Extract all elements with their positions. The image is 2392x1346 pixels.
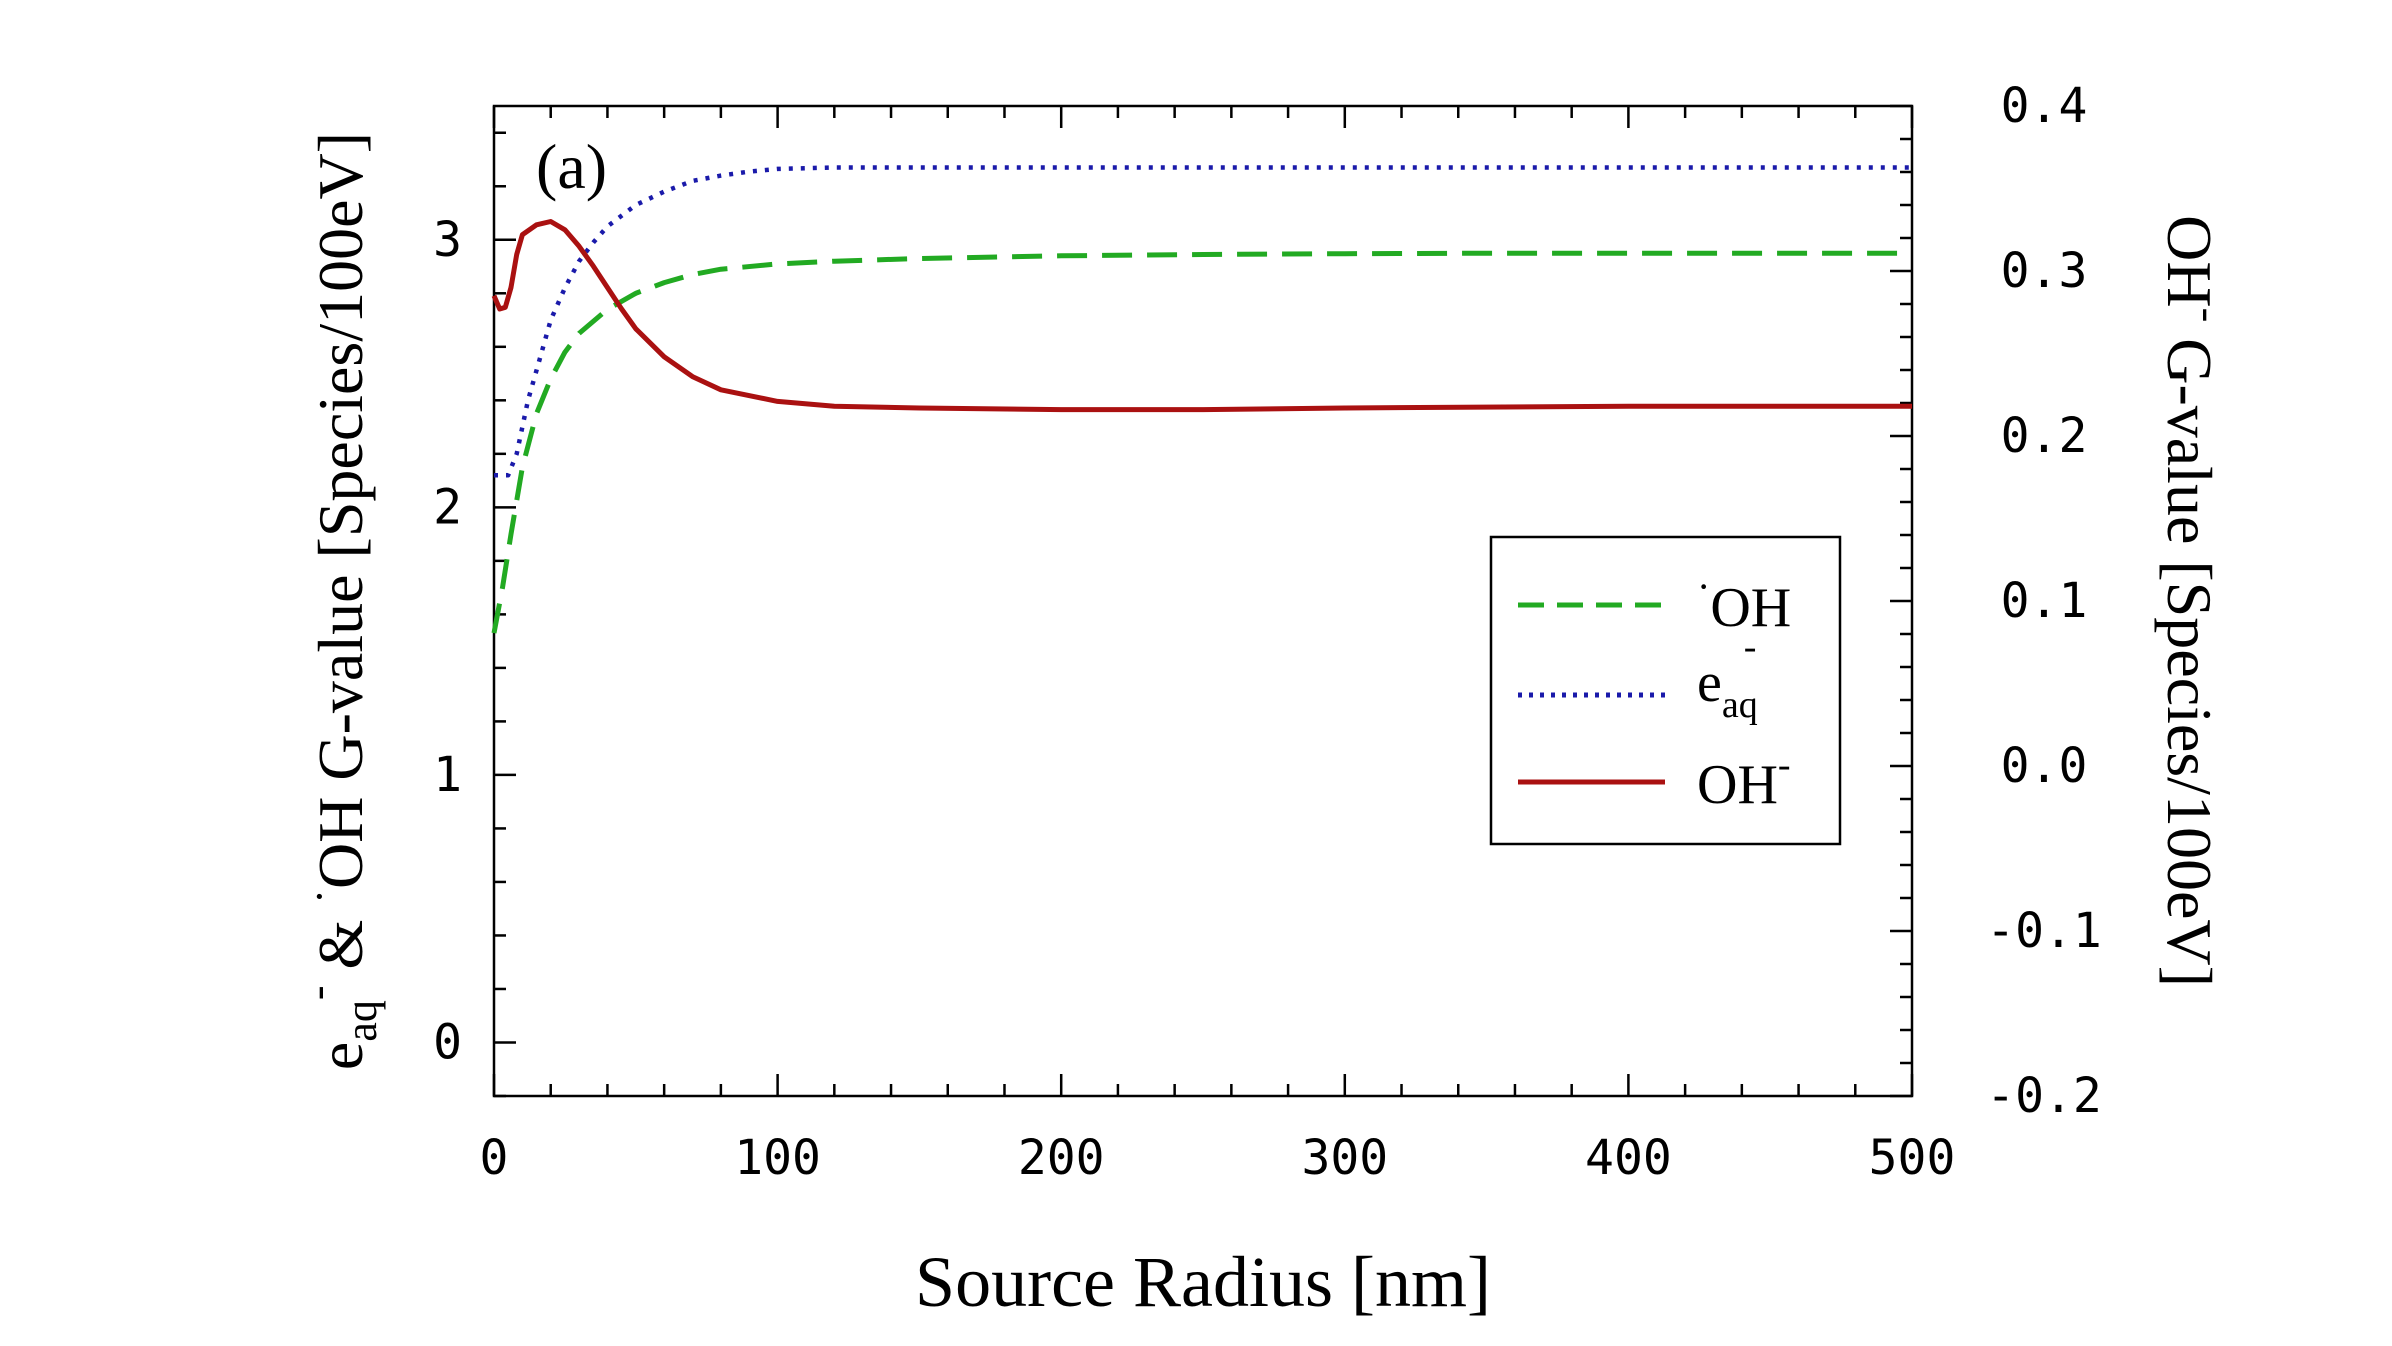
- legend-eaq-superscript: -: [1744, 626, 1757, 668]
- y-right-tick-label: 0.0: [2001, 738, 2088, 794]
- series-oh-radical-line: [491, 250, 1912, 634]
- y-right-tick-label: 0.4: [2001, 78, 2088, 134]
- y-right-rest: G-value [Species/100eV]: [2154, 322, 2225, 987]
- y-right-tick-label: 0.3: [2001, 243, 2088, 299]
- series-lines: [491, 165, 1912, 634]
- x-tick-label: 400: [1585, 1130, 1672, 1186]
- y-left-oh-dot: ·: [295, 889, 344, 904]
- y-left-amp: &: [305, 904, 376, 986]
- svg-text:·OH: ·OH: [1697, 564, 1791, 639]
- x-axis-label: Source Radius [nm]: [915, 1242, 1491, 1322]
- legend-label-eaq: e: [1697, 652, 1722, 714]
- y-right-axis-label: OH- G-value [Species/100eV]: [2154, 215, 2233, 987]
- legend: ·OH eaq- OH-: [1489, 535, 1842, 846]
- legend-oh-radical-dot: ·: [1697, 564, 1710, 609]
- svg-text:OH-: OH-: [1697, 744, 1791, 816]
- x-tick-label: 200: [1018, 1130, 1105, 1186]
- svg-text:eaq- & ·OH G-value [Species/10: eaq- & ·OH G-value [Species/100eV]: [293, 132, 386, 1070]
- y-right-tick-label: -0.2: [1986, 1068, 2102, 1124]
- legend-label-oh-minus: OH: [1697, 754, 1778, 816]
- y-left-tick-label: 1: [433, 747, 462, 803]
- y-left-tick-label: 0: [433, 1014, 462, 1070]
- legend-eaq-subscript: aq: [1722, 684, 1758, 726]
- y-left-axis-label: eaq- & ·OH G-value [Species/100eV]: [293, 132, 386, 1070]
- legend-label-oh-radical: OH: [1710, 577, 1791, 639]
- y-left-e-subscript: aq: [337, 1000, 386, 1042]
- x-tick-label: 100: [734, 1130, 821, 1186]
- x-tick-label: 300: [1301, 1130, 1388, 1186]
- axis-ticks: 0 100 200 300 400 500 0 1 2 3 -0.2 -0.1 0.0 0.1 0.2 0.3…: [433, 78, 2102, 1186]
- series-eaq-line: [494, 165, 1912, 478]
- panel-label: (a): [536, 131, 607, 202]
- series-oh-minus-line: [491, 219, 1912, 413]
- y-left-rest: OH G-value [Species/100eV]: [305, 132, 376, 889]
- y-right-tick-label: 0.2: [2001, 408, 2088, 464]
- legend-box: [1489, 535, 1842, 846]
- y-right-tick-label: -0.1: [1986, 903, 2102, 959]
- svg-text:OH- G-value [Species/100eV]: OH- G-value [Species/100eV]: [2154, 215, 2233, 987]
- y-left-tick-label: 3: [433, 212, 462, 268]
- x-tick-label: 500: [1869, 1130, 1956, 1186]
- y-right-oh: OH: [2154, 215, 2225, 307]
- y-left-e-superscript: -: [293, 985, 342, 1000]
- legend-oh-minus-superscript: -: [1778, 744, 1791, 786]
- svg-text:eaq-: eaq -: [1697, 626, 1758, 726]
- y-left-tick-label: 2: [433, 479, 462, 535]
- x-tick-label: 0: [480, 1130, 509, 1186]
- y-right-oh-superscript: -: [2184, 308, 2233, 323]
- y-right-tick-label: 0.1: [2001, 573, 2088, 629]
- y-left-e-symbol: e: [305, 1042, 376, 1070]
